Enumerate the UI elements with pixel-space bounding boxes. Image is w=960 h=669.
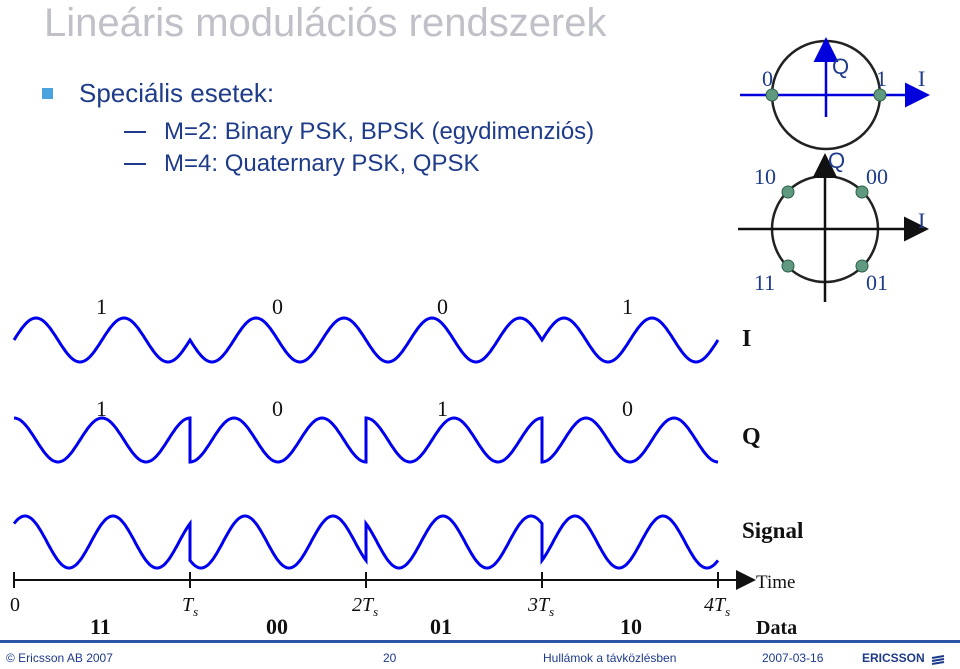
waveform-q-path <box>13 416 719 464</box>
q-bit-3: 0 <box>622 396 633 421</box>
bpsk-point-0 <box>765 88 779 102</box>
bullet-special-cases: Speciális esetek: <box>42 78 274 109</box>
bullet-text: Speciális esetek: <box>79 78 275 108</box>
bpsk-label-0: 0 <box>762 66 773 91</box>
footer-rule <box>0 640 960 643</box>
sub-bullet-text: M=2: Binary PSK, BPSK (egydimenziós) <box>164 118 595 145</box>
qpsk-label-00: 00 <box>866 164 888 189</box>
bpsk-point-1 <box>873 88 887 102</box>
dash-icon <box>124 163 146 165</box>
waveform-signal-path <box>12 514 720 570</box>
bpsk-q-label: Q <box>832 54 849 79</box>
i-bit-3: 1 <box>622 294 633 319</box>
sub-bullet-text: M=4: Quaternary PSK, QPSK <box>164 150 480 177</box>
sub-bullet-bpsk: M=2: Binary PSK, BPSK (egydimenziós) <box>124 118 594 146</box>
data-symbol-3: 10 <box>620 614 642 639</box>
q-bit-1: 0 <box>272 396 283 421</box>
bpsk-i-label: I <box>918 66 925 91</box>
qpsk-point-00 <box>855 185 869 199</box>
i-waveform-label: I <box>742 326 751 352</box>
qpsk-constellation: 10 00 11 01 Q I <box>738 148 929 302</box>
ericsson-logo: ERICSSON <box>862 651 945 665</box>
i-bit-2: 0 <box>437 294 448 319</box>
time-tick-label-0: 0 <box>10 594 20 616</box>
footer-date: 2007-03-16 <box>762 651 824 665</box>
time-axis: Time 0 Ts 2Ts 3Ts 4Ts <box>10 570 795 619</box>
time-tick-label-1: Ts <box>182 594 198 619</box>
qpsk-point-11 <box>781 259 795 273</box>
qpsk-label-11: 11 <box>754 270 775 295</box>
signal-waveform-label: Signal <box>742 518 803 543</box>
sub-bullet-qpsk: M=4: Quaternary PSK, QPSK <box>124 150 479 178</box>
bullet-square-icon <box>42 88 53 99</box>
qpsk-q-label: Q <box>828 148 845 173</box>
waveform-q <box>13 416 719 464</box>
q-waveform-label: Q <box>742 424 761 450</box>
bpsk-constellation: 0 1 Q I <box>740 37 930 151</box>
time-tick-label-2: 2Ts <box>352 594 378 619</box>
footer-page-number: 20 <box>383 651 397 665</box>
slide-title: Lineáris modulációs rendszerek <box>44 1 607 45</box>
qpsk-i-label: I <box>918 208 925 233</box>
data-symbol-0: 11 <box>90 614 111 639</box>
bpsk-label-1: 1 <box>876 66 887 91</box>
time-tick-label-4: 4Ts <box>704 594 730 619</box>
qpsk-point-01 <box>855 259 869 273</box>
waveform-signal <box>12 514 720 570</box>
qpsk-point-10 <box>781 185 795 199</box>
time-axis-label: Time <box>756 572 795 593</box>
footer-course: Hullámok a távközlésben <box>543 651 677 665</box>
q-bit-0: 1 <box>96 396 107 421</box>
ericsson-logo-text: ERICSSON <box>862 651 925 665</box>
data-symbol-2: 01 <box>430 614 452 639</box>
qpsk-label-01: 01 <box>866 270 888 295</box>
q-bit-2: 1 <box>437 396 448 421</box>
time-tick-label-3: 3Ts <box>527 594 554 619</box>
i-bit-0: 1 <box>96 294 107 319</box>
dash-icon <box>124 131 146 133</box>
waveform-i <box>12 316 720 364</box>
i-bit-1: 0 <box>272 294 283 319</box>
footer-copyright: © Ericsson AB 2007 <box>6 651 113 665</box>
ericsson-logo-icon <box>931 654 945 665</box>
data-symbol-1: 00 <box>266 614 288 639</box>
waveform-i-path <box>12 316 720 364</box>
qpsk-label-10: 10 <box>754 164 776 189</box>
data-label: Data <box>756 617 797 639</box>
